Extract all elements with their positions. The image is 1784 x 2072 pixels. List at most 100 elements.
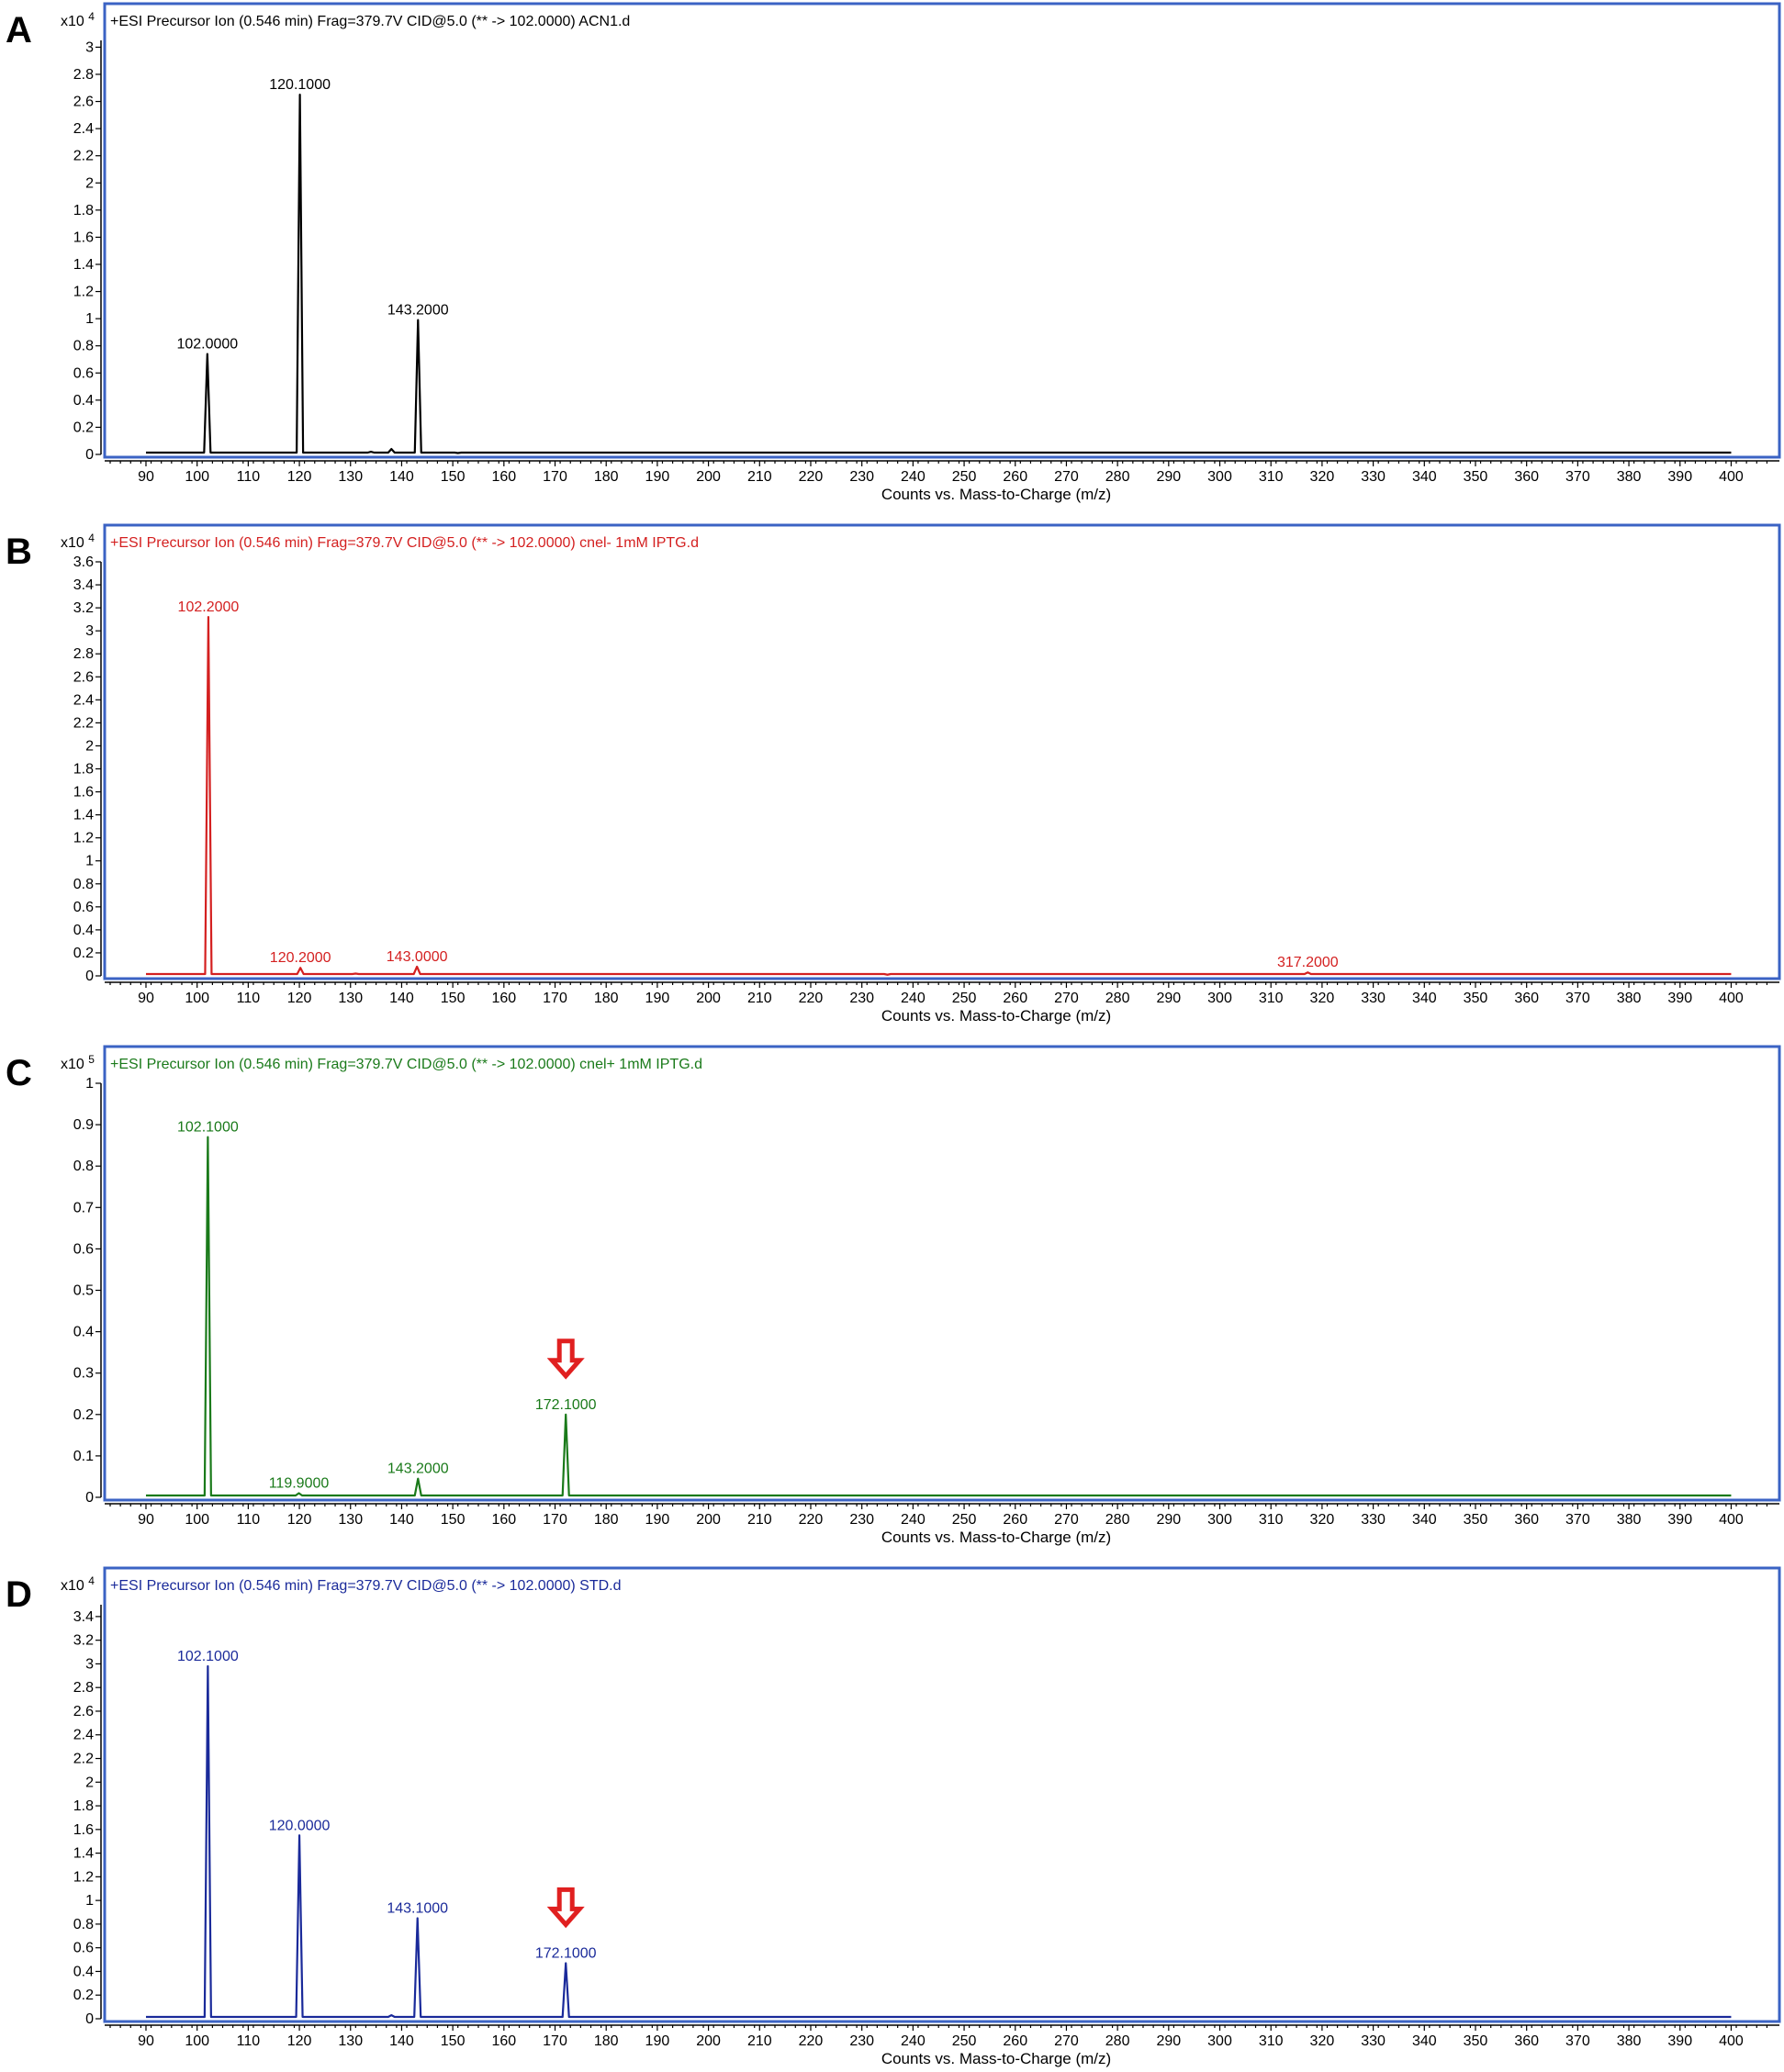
peak-label: 143.1000: [387, 1900, 448, 1916]
x-tick-label: 240: [901, 2033, 926, 2049]
x-tick-label: 110: [237, 2033, 261, 2049]
x-tick-label: 380: [1617, 991, 1642, 1006]
y-tick-label: 1: [85, 854, 94, 869]
y-tick-label: 1.4: [73, 1846, 94, 1862]
y-tick-label: 3.2: [73, 600, 94, 616]
x-tick-label: 400: [1719, 1512, 1744, 1528]
x-tick-label: 140: [389, 1512, 414, 1528]
x-tick-label: 360: [1514, 1512, 1539, 1528]
y-tick-label: 1.4: [73, 808, 94, 823]
x-tick-label: 90: [138, 991, 154, 1006]
plot-frame: [103, 1045, 1781, 1502]
x-tick-label: 360: [1514, 469, 1539, 485]
x-tick-label: 360: [1514, 2033, 1539, 2049]
x-tick-label: 300: [1207, 469, 1232, 485]
x-tick-label: 100: [185, 1512, 209, 1528]
x-tick-label: 150: [441, 1512, 466, 1528]
x-tick-label: 160: [491, 2033, 516, 2049]
x-tick-label: 140: [389, 991, 414, 1006]
x-tick-label: 270: [1054, 1512, 1079, 1528]
spectrum-header: +ESI Precursor Ion (0.546 min) Frag=379.…: [110, 1057, 702, 1072]
y-tick-label: 3: [85, 39, 94, 55]
y-tick-label: 0: [85, 2011, 94, 2027]
y-tick-label: 0.2: [73, 1988, 94, 2003]
x-tick-label: 160: [491, 1512, 516, 1528]
peak-label: 317.2000: [1277, 955, 1339, 970]
y-tick-label: 1.8: [73, 762, 94, 778]
x-tick-label: 100: [185, 991, 209, 1006]
x-tick-label: 390: [1667, 469, 1692, 485]
x-tick-label: 130: [338, 991, 363, 1006]
y-tick-label: 0.2: [73, 1407, 94, 1423]
x-tick-label: 170: [543, 991, 567, 1006]
x-tick-label: 320: [1310, 1512, 1335, 1528]
peak-label: 172.1000: [535, 1397, 597, 1413]
x-tick-label: 220: [799, 991, 824, 1006]
x-tick-label: 350: [1464, 1512, 1488, 1528]
x-tick-label: 340: [1412, 991, 1437, 1006]
y-tick-label: 1.6: [73, 1822, 94, 1838]
x-tick-label: 270: [1054, 469, 1079, 485]
x-tick-label: 140: [389, 469, 414, 485]
x-tick-label: 90: [138, 469, 154, 485]
y-tick-label: 2.2: [73, 149, 94, 164]
x-tick-label: 180: [594, 991, 619, 1006]
x-axis-label: Counts vs. Mass-to-Charge (m/z): [881, 2050, 1111, 2067]
y-tick-label: 3.2: [73, 1633, 94, 1649]
x-tick-label: 290: [1156, 469, 1181, 485]
x-tick-label: 180: [594, 469, 619, 485]
x-tick-label: 250: [952, 2033, 977, 2049]
x-tick-label: 300: [1207, 1512, 1232, 1528]
x-tick-label: 130: [338, 2033, 363, 2049]
x-tick-label: 210: [747, 1512, 772, 1528]
x-tick-label: 310: [1259, 2033, 1284, 2049]
x-tick-label: 100: [185, 2033, 209, 2049]
peak-label: 120.2000: [270, 950, 331, 966]
x-tick-label: 160: [491, 991, 516, 1006]
x-tick-label: 200: [696, 469, 721, 485]
x-tick-label: 190: [645, 469, 670, 485]
y-tick-label: 2: [85, 738, 94, 754]
x-tick-label: 220: [799, 469, 824, 485]
x-tick-label: 130: [338, 1512, 363, 1528]
x-tick-label: 290: [1156, 1512, 1181, 1528]
x-tick-label: 180: [594, 2033, 619, 2049]
x-tick-label: 400: [1719, 469, 1744, 485]
y-tick-label: 0.2: [73, 946, 94, 961]
panel-letter: A: [6, 10, 32, 50]
x-tick-label: 160: [491, 469, 516, 485]
x-tick-label: 270: [1054, 991, 1079, 1006]
x-tick-label: 210: [747, 469, 772, 485]
x-tick-label: 260: [1003, 991, 1027, 1006]
peak-label: 102.2000: [178, 599, 240, 615]
peak-label: 172.1000: [535, 1945, 597, 1961]
y-tick-label: 0.5: [73, 1283, 94, 1299]
peak-label: 143.0000: [387, 949, 448, 965]
x-tick-label: 240: [901, 1512, 926, 1528]
x-tick-label: 90: [138, 1512, 154, 1528]
x-tick-label: 110: [237, 991, 261, 1006]
peak-label: 120.0000: [269, 1818, 331, 1833]
x-tick-label: 200: [696, 1512, 721, 1528]
x-tick-label: 240: [901, 991, 926, 1006]
peak-label: 102.1000: [177, 1649, 239, 1664]
x-tick-label: 380: [1617, 469, 1642, 485]
x-tick-label: 340: [1412, 469, 1437, 485]
x-tick-label: 230: [849, 2033, 874, 2049]
x-tick-label: 330: [1361, 469, 1386, 485]
y-tick-label: 0: [85, 1490, 94, 1506]
y-tick-label: 0.3: [73, 1366, 94, 1382]
y-tick-label: 2.4: [73, 1728, 94, 1743]
x-tick-label: 230: [849, 991, 874, 1006]
y-tick-label: 2.6: [73, 669, 94, 685]
x-tick-label: 190: [645, 1512, 670, 1528]
x-tick-label: 150: [441, 991, 466, 1006]
y-tick-label: 1.2: [73, 1869, 94, 1885]
y-tick-label: 1.8: [73, 203, 94, 218]
spectrum-header: +ESI Precursor Ion (0.546 min) Frag=379.…: [110, 535, 699, 551]
x-tick-label: 120: [287, 991, 312, 1006]
